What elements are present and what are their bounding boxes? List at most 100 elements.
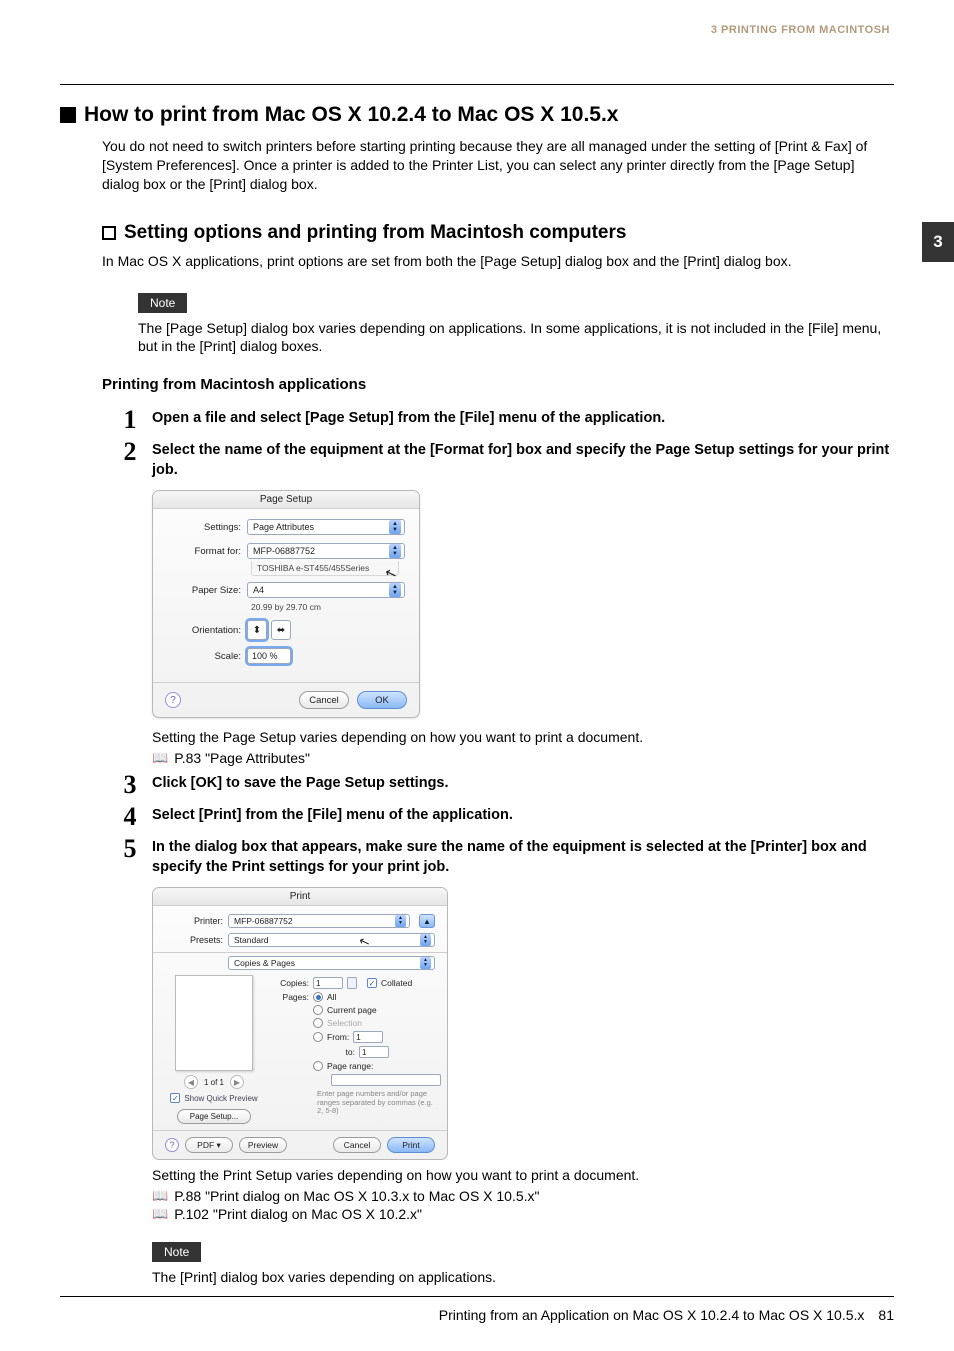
format-for-sub: TOSHIBA e-ST455/455Series bbox=[251, 561, 399, 576]
book-icon: 📖 bbox=[152, 750, 168, 766]
print-preview-panel: ◀ 1 of 1 ▶ ✓ Show Quick Preview Page Set… bbox=[165, 975, 263, 1124]
combo-arrows-icon: ▲▼ bbox=[389, 544, 401, 558]
page-reference: P.83 "Page Attributes" bbox=[174, 750, 310, 766]
step-number: 5 bbox=[120, 836, 140, 862]
note-label: Note bbox=[152, 1242, 201, 1262]
step-title: In the dialog box that appears, make sur… bbox=[152, 838, 894, 877]
top-rule bbox=[60, 84, 894, 85]
page-range-radio[interactable] bbox=[313, 1061, 323, 1071]
pages-selection-label: Selection bbox=[327, 1018, 362, 1028]
pages-all-radio[interactable] bbox=[313, 992, 323, 1002]
pages-label: Pages: bbox=[271, 992, 309, 1002]
ok-button[interactable]: OK bbox=[357, 691, 407, 709]
step-number: 1 bbox=[120, 407, 140, 433]
scale-label: Scale: bbox=[167, 651, 241, 662]
expand-button[interactable]: ▲ bbox=[419, 914, 435, 928]
orientation-landscape[interactable]: ⬌ bbox=[271, 620, 291, 640]
settings-combo[interactable]: Page Attributes ▲▼ bbox=[247, 519, 405, 535]
copies-stepper[interactable] bbox=[347, 977, 357, 989]
printer-label: Printer: bbox=[165, 916, 223, 926]
from-input[interactable]: 1 bbox=[353, 1031, 383, 1043]
combo-arrows-icon: ▲▼ bbox=[389, 520, 401, 534]
print-button[interactable]: Print bbox=[387, 1137, 435, 1153]
cancel-button[interactable]: Cancel bbox=[333, 1137, 381, 1153]
pages-selection-radio[interactable] bbox=[313, 1018, 323, 1028]
preview-prev-button[interactable]: ◀ bbox=[184, 1075, 198, 1089]
pages-from-label: From: bbox=[327, 1032, 349, 1042]
page-range-label: Page range: bbox=[327, 1061, 373, 1071]
step-title: Open a file and select [Page Setup] from… bbox=[152, 409, 894, 429]
pages-from-radio[interactable] bbox=[313, 1032, 323, 1042]
paper-size-combo[interactable]: A4 ▲▼ bbox=[247, 582, 405, 598]
step-number: 4 bbox=[120, 804, 140, 830]
format-for-value: MFP-06887752 bbox=[253, 546, 315, 556]
quick-preview-label: Show Quick Preview bbox=[184, 1094, 257, 1103]
collated-checkbox[interactable]: ✓ bbox=[367, 978, 377, 988]
page-range-hint: Enter page numbers and/or page ranges se… bbox=[317, 1090, 441, 1116]
h3-title: Printing from Macintosh applications bbox=[102, 376, 894, 393]
preview-button[interactable]: Preview bbox=[239, 1137, 287, 1153]
step-title: Select [Print] from the [File] menu of t… bbox=[152, 806, 894, 826]
page-reference: P.102 "Print dialog on Mac OS X 10.2.x" bbox=[174, 1206, 422, 1222]
page-range-input[interactable] bbox=[331, 1074, 441, 1086]
book-icon: 📖 bbox=[152, 1188, 168, 1204]
page-setup-button[interactable]: Page Setup... bbox=[177, 1109, 251, 1124]
copies-input[interactable]: 1 bbox=[313, 977, 343, 989]
step-title: Click [OK] to save the Page Setup settin… bbox=[152, 774, 894, 794]
section-value: Copies & Pages bbox=[234, 958, 295, 968]
page-number: 81 bbox=[878, 1307, 894, 1323]
step-title: Select the name of the equipment at the … bbox=[152, 441, 894, 480]
help-button[interactable]: ? bbox=[165, 1138, 179, 1152]
paper-size-dim: 20.99 by 29.70 cm bbox=[251, 600, 399, 614]
paper-size-label: Paper Size: bbox=[167, 585, 241, 596]
page-reference: P.88 "Print dialog on Mac OS X 10.3.x to… bbox=[174, 1188, 539, 1204]
pdf-button[interactable]: PDF ▾ bbox=[185, 1137, 233, 1153]
running-header: 3 PRINTING FROM MACINTOSH bbox=[60, 24, 894, 36]
preview-next-button[interactable]: ▶ bbox=[230, 1075, 244, 1089]
format-for-combo[interactable]: MFP-06887752 ▲▼ bbox=[247, 543, 405, 559]
step-number: 3 bbox=[120, 772, 140, 798]
preview-page bbox=[175, 975, 253, 1071]
combo-arrows-icon: ▲▼ bbox=[420, 957, 431, 969]
settings-label: Settings: bbox=[167, 522, 241, 533]
combo-arrows-icon: ▲▼ bbox=[395, 915, 406, 927]
cancel-button[interactable]: Cancel bbox=[299, 691, 349, 709]
printer-combo[interactable]: MFP-06887752 ▲▼ bbox=[228, 914, 410, 928]
step-caption: Setting the Print Setup varies depending… bbox=[152, 1166, 894, 1186]
orientation-label: Orientation: bbox=[167, 625, 241, 636]
page-setup-dialog: Page Setup Settings: Page Attributes ▲▼ … bbox=[152, 490, 420, 718]
print-dialog: Print Printer: MFP-06887752 ▲▼ ▲ Presets… bbox=[152, 887, 448, 1160]
pages-to-label: to: bbox=[331, 1047, 355, 1057]
presets-value: Standard bbox=[234, 935, 269, 945]
book-icon: 📖 bbox=[152, 1206, 168, 1222]
subsection-title: Setting options and printing from Macint… bbox=[124, 222, 626, 244]
subsection-desc: In Mac OS X applications, print options … bbox=[60, 252, 894, 271]
step-number: 2 bbox=[120, 439, 140, 465]
dialog-titlebar: Print bbox=[153, 888, 447, 906]
collated-label: Collated bbox=[381, 978, 412, 988]
copies-label: Copies: bbox=[271, 978, 309, 988]
format-for-label: Format for: bbox=[167, 546, 241, 557]
pages-current-radio[interactable] bbox=[313, 1005, 323, 1015]
orientation-portrait[interactable]: ⬍ bbox=[247, 620, 267, 640]
pages-current-label: Current page bbox=[327, 1005, 377, 1015]
section-intro: You do not need to switch printers befor… bbox=[60, 137, 894, 194]
footer-text: Printing from an Application on Mac OS X… bbox=[439, 1307, 865, 1323]
combo-arrows-icon: ▲▼ bbox=[420, 934, 431, 946]
section-combo[interactable]: Copies & Pages ▲▼ bbox=[228, 956, 435, 970]
h1-bullet-icon bbox=[60, 107, 76, 123]
help-button[interactable]: ? bbox=[165, 692, 181, 708]
presets-combo[interactable]: Standard ▲▼ bbox=[228, 933, 435, 947]
quick-preview-checkbox[interactable]: ✓ bbox=[170, 1093, 180, 1103]
note-text: The [Page Setup] dialog box varies depen… bbox=[138, 319, 894, 357]
step-caption: Setting the Page Setup varies depending … bbox=[152, 728, 894, 748]
scale-input[interactable]: 100 % bbox=[247, 648, 291, 664]
note-text: The [Print] dialog box varies depending … bbox=[152, 1268, 894, 1287]
note-label: Note bbox=[138, 293, 187, 313]
preview-count: 1 of 1 bbox=[204, 1078, 224, 1087]
h2-bullet-icon bbox=[102, 226, 116, 240]
combo-arrows-icon: ▲▼ bbox=[389, 583, 401, 597]
to-input[interactable]: 1 bbox=[359, 1046, 389, 1058]
section-title: How to print from Mac OS X 10.2.4 to Mac… bbox=[84, 103, 618, 127]
paper-size-value: A4 bbox=[253, 585, 264, 595]
